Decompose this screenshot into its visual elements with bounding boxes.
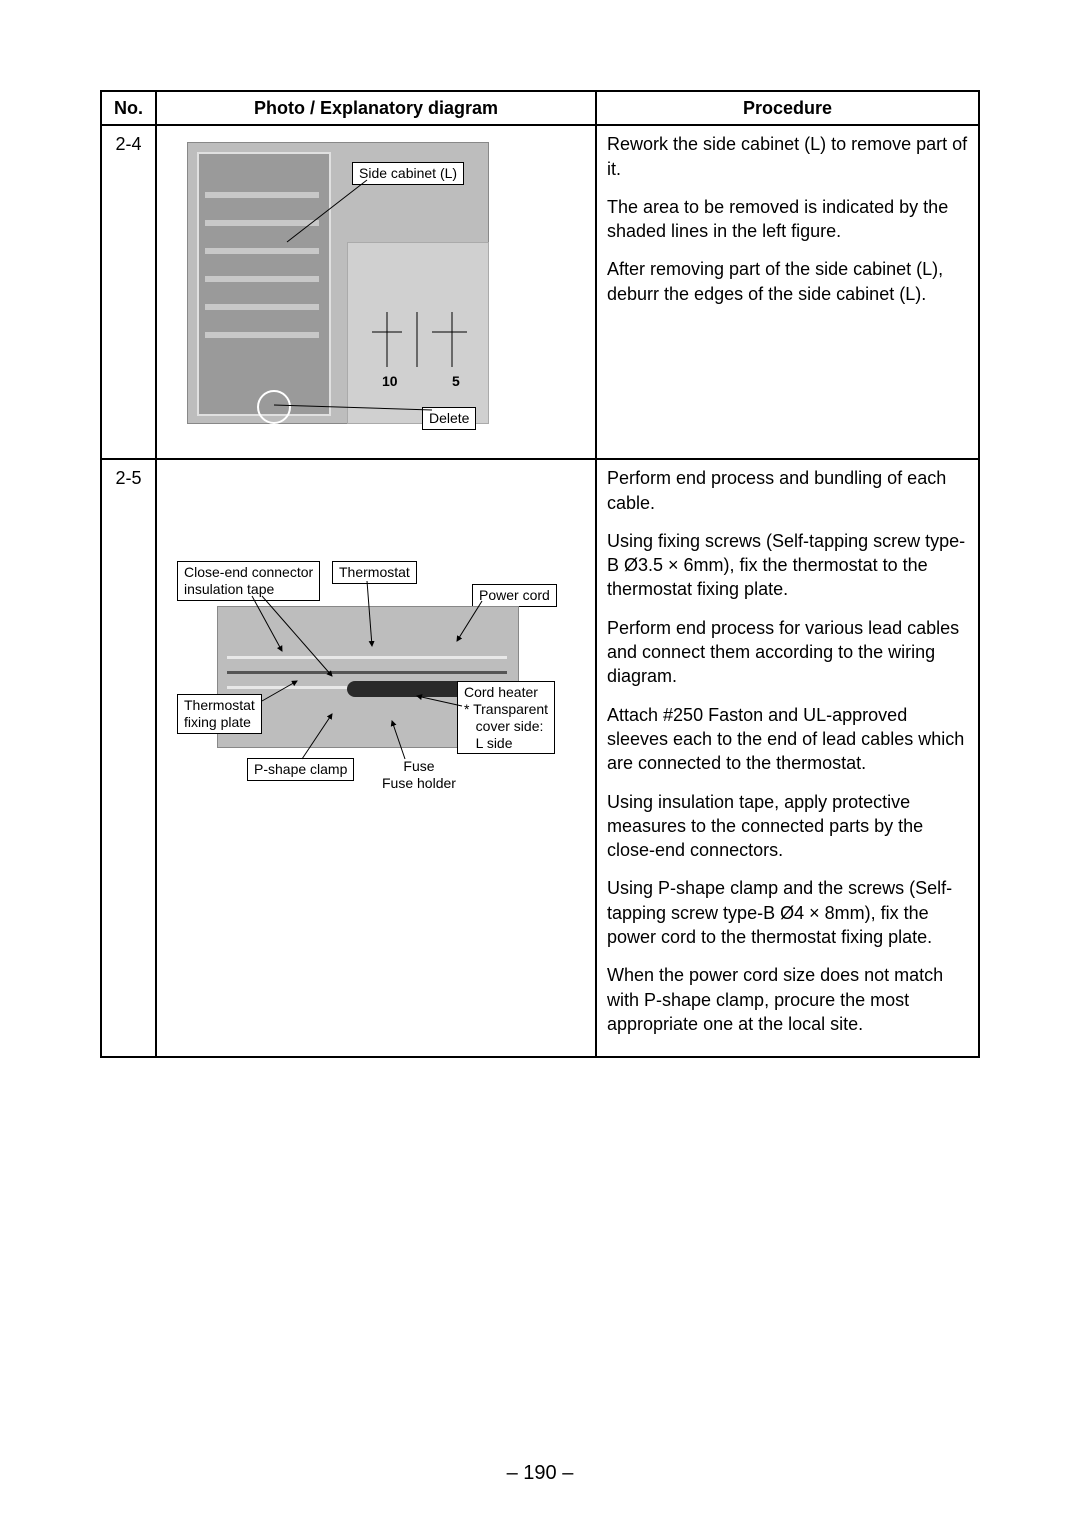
procedure-text: Using fixing screws (Self-tapping screw …: [607, 529, 968, 602]
procedure-text: After removing part of the side cabinet …: [607, 257, 968, 306]
diagram-2-5: Close-end connector insulation tape Ther…: [167, 466, 585, 826]
label-thermostat: Thermostat: [332, 561, 417, 584]
label-close-end: Close-end connector insulation tape: [177, 561, 320, 601]
header-procedure: Procedure: [596, 91, 979, 125]
diagram-cell: Side cabinet (L) 10 5: [156, 125, 596, 459]
step-no: 2-4: [101, 125, 156, 459]
procedure-text: Rework the side cabinet (L) to remove pa…: [607, 132, 968, 181]
table-row: 2-5 Close-end connector insulation tape …: [101, 459, 979, 1057]
procedure-text: Perform end process and bundling of each…: [607, 466, 968, 515]
diagram-cell: Close-end connector insulation tape Ther…: [156, 459, 596, 1057]
page-number: – 190 –: [0, 1462, 1080, 1485]
label-thermo-plate: Thermostat fixing plate: [177, 694, 262, 734]
procedure-table: No. Photo / Explanatory diagram Procedur…: [100, 90, 980, 1058]
label-cord-heater: Cord heater * Transparent cover side: L …: [457, 681, 555, 754]
right-block: [347, 242, 489, 424]
procedure-text: Using P-shape clamp and the screws (Self…: [607, 876, 968, 949]
dim-5: 5: [452, 372, 460, 391]
procedure-text: Using insulation tape, apply protective …: [607, 790, 968, 863]
label-fuse: Fuse Fuse holder: [382, 758, 456, 792]
label-side-cabinet: Side cabinet (L): [352, 162, 464, 185]
label-delete: Delete: [422, 407, 476, 430]
procedure-text: The area to be removed is indicated by t…: [607, 195, 968, 244]
diagram-2-4: Side cabinet (L) 10 5: [167, 132, 585, 452]
dim-10: 10: [382, 372, 398, 391]
table-row: 2-4: [101, 125, 979, 459]
procedure-text: Perform end process for various lead cab…: [607, 616, 968, 689]
procedure-cell: Perform end process and bundling of each…: [596, 459, 979, 1057]
label-power-cord: Power cord: [472, 584, 557, 607]
label-p-clamp: P-shape clamp: [247, 758, 354, 781]
step-no: 2-5: [101, 459, 156, 1057]
procedure-cell: Rework the side cabinet (L) to remove pa…: [596, 125, 979, 459]
page: No. Photo / Explanatory diagram Procedur…: [0, 0, 1080, 1525]
procedure-text: Attach #250 Faston and UL-approved sleev…: [607, 703, 968, 776]
header-no: No.: [101, 91, 156, 125]
table-header-row: No. Photo / Explanatory diagram Procedur…: [101, 91, 979, 125]
procedure-text: When the power cord size does not match …: [607, 963, 968, 1036]
header-diagram: Photo / Explanatory diagram: [156, 91, 596, 125]
